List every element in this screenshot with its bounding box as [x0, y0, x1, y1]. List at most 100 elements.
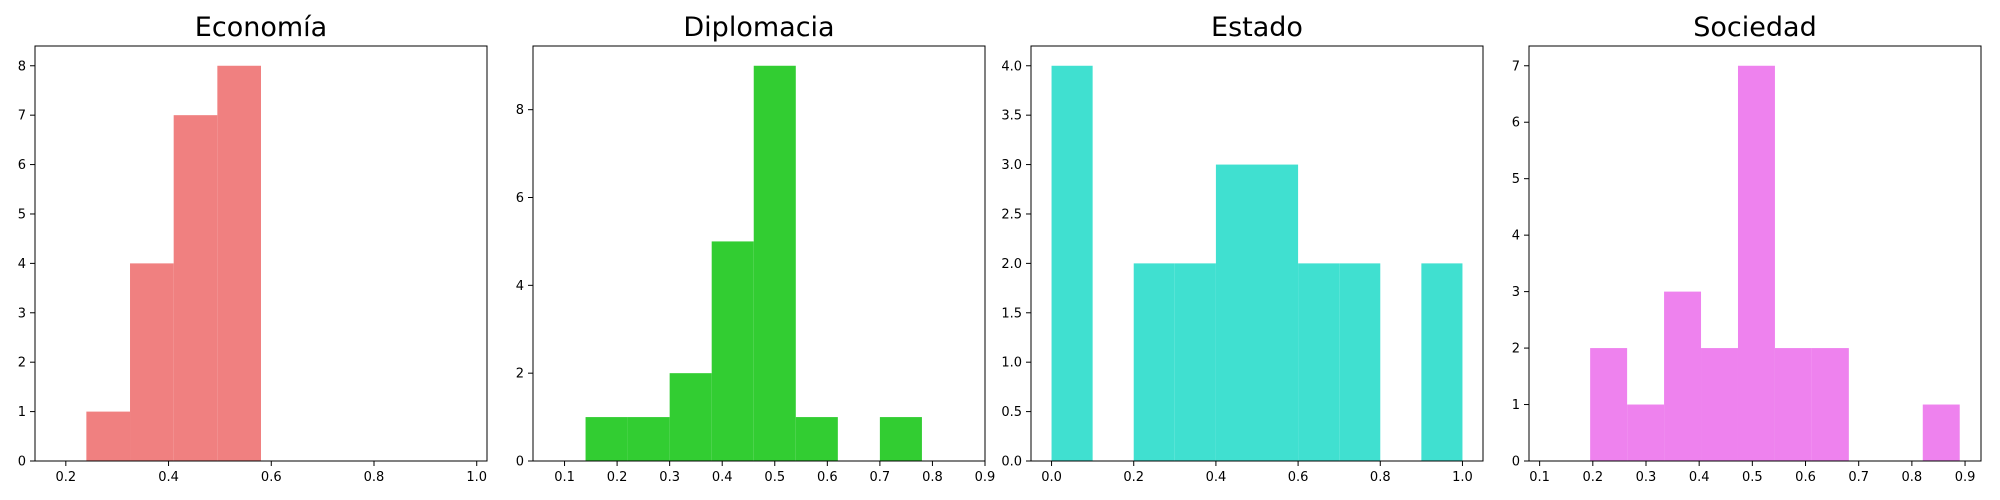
x-tick-label: 0.6: [817, 470, 838, 485]
y-tick-label: 3.0: [1001, 158, 1022, 173]
x-tick-label: 0.2: [1123, 470, 1144, 485]
histogram-bar: [711, 241, 754, 461]
x-tick-label: 0.8: [1902, 470, 1923, 485]
y-tick-label: 3: [1512, 285, 1520, 300]
y-tick-label: 4: [18, 257, 26, 272]
y-tick-label: 4.0: [1001, 59, 1022, 74]
x-tick-label: 0.3: [1636, 470, 1657, 485]
y-tick-label: 1.0: [1001, 356, 1022, 371]
y-tick-label: 2: [18, 356, 26, 371]
y-tick-label: 8: [18, 59, 26, 74]
histogram-bar: [1421, 263, 1463, 461]
x-tick-label: 0.6: [261, 470, 282, 485]
chart-panel-3: Estado 0.0 0.2 0.4 0.6 0.8 1.0 0.0 0.5 1.0 1.5 2.0 2…: [1001, 12, 1484, 485]
y-tick-label: 3.5: [1001, 109, 1022, 124]
histogram-bar: [1701, 348, 1738, 461]
x-tick-label: 0.4: [1206, 470, 1227, 485]
x-tick-label: 0.2: [607, 470, 628, 485]
histogram-bar: [879, 417, 922, 461]
x-tick-label: 0.5: [764, 470, 785, 485]
histogram-bar: [86, 411, 131, 461]
y-tick-label: 7: [1512, 59, 1520, 74]
chart-panel-4: Sociedad 0.1 0.2 0.3 0.4 0.5 0.6 0.7 0.8 0.9 0 1 2 3 4…: [1512, 12, 1982, 485]
histogram-bar: [1627, 404, 1665, 461]
chart-title: Estado: [1211, 12, 1303, 43]
y-tick-label: 0: [18, 455, 26, 470]
y-tick-label: 0.5: [1001, 405, 1022, 420]
x-tick-label: 0.6: [1795, 470, 1816, 485]
histogram-bar: [1298, 263, 1340, 461]
histogram-bar: [753, 65, 796, 461]
chart-panel-1: Economía 0.2 0.4 0.6 0.8 1.0 0 1 2 3 4 5 6 7 8: [18, 12, 488, 485]
x-tick-label: 0.5: [1742, 470, 1763, 485]
y-tick-label: 1: [18, 405, 26, 420]
histogram-bar: [1051, 65, 1093, 461]
y-tick-label: 0: [1512, 455, 1520, 470]
x-tick-label: 0.8: [922, 470, 943, 485]
y-tick-label: 6: [516, 191, 524, 206]
x-tick-label: 1.0: [1452, 470, 1473, 485]
x-tick-label: 0.0: [1041, 470, 1062, 485]
histogram-bar: [1590, 348, 1628, 461]
x-tick-label: 0.1: [554, 470, 575, 485]
histogram-bar: [1174, 263, 1216, 461]
x-tick-label: 0.3: [659, 470, 680, 485]
axes-frame: [1030, 45, 1484, 462]
x-tick-label: 0.9: [975, 470, 996, 485]
x-tick-label: 0.8: [1370, 470, 1391, 485]
axes-frame: [34, 45, 488, 462]
y-tick-label: 2.5: [1001, 207, 1022, 222]
y-tick-label: 2: [1512, 342, 1520, 357]
x-tick-label: 0.7: [1848, 470, 1869, 485]
y-tick-label: 6: [18, 158, 26, 173]
histogram-bar: [1215, 164, 1257, 462]
axes-frame: [1528, 45, 1982, 462]
x-tick-label: 0.1: [1529, 470, 1550, 485]
y-tick-label: 1: [1512, 398, 1520, 413]
y-tick-label: 6: [1512, 116, 1520, 131]
y-tick-label: 0.0: [1001, 455, 1022, 470]
histogram-bar: [795, 417, 838, 461]
y-tick-label: 2: [516, 367, 524, 382]
x-tick-label: 0.8: [364, 470, 385, 485]
histogram-bar: [217, 65, 261, 461]
x-tick-label: 0.2: [1582, 470, 1603, 485]
y-tick-label: 5: [1512, 172, 1520, 187]
y-tick-label: 4: [516, 279, 524, 294]
histogram-bar: [585, 417, 628, 461]
axes-frame: [532, 45, 986, 462]
y-tick-label: 8: [516, 103, 524, 118]
x-tick-label: 0.4: [712, 470, 733, 485]
y-tick-label: 2.0: [1001, 257, 1022, 272]
histogram-bar: [173, 115, 218, 462]
histogram-bar: [1339, 263, 1381, 461]
histogram-bar: [627, 417, 670, 461]
chart-title: Sociedad: [1693, 12, 1816, 43]
x-tick-label: 0.2: [55, 470, 76, 485]
histogram-bar: [1774, 348, 1812, 461]
histogram-bar: [669, 373, 712, 461]
x-tick-label: 0.4: [1689, 470, 1710, 485]
histogram-bar: [1922, 404, 1960, 461]
x-tick-label: 0.7: [870, 470, 891, 485]
histogram-bar: [1664, 291, 1702, 461]
y-tick-label: 0: [516, 455, 524, 470]
histogram-bar: [130, 263, 174, 461]
y-tick-label: 5: [18, 207, 26, 222]
histogram-bar: [1811, 348, 1849, 461]
chart-panel-2: Diplomacia 0.1 0.2 0.3 0.4 0.5 0.6 0.7 0.8 0.9 0 2 4…: [516, 12, 996, 485]
y-tick-label: 7: [18, 109, 26, 124]
x-tick-label: 0.9: [1955, 470, 1976, 485]
y-tick-label: 3: [18, 306, 26, 321]
histogram-bar: [1737, 65, 1775, 461]
x-tick-label: 0.4: [158, 470, 179, 485]
x-tick-label: 0.6: [1288, 470, 1309, 485]
chart-title: Economía: [195, 12, 327, 43]
histogram-bar: [1133, 263, 1175, 461]
y-tick-label: 1.5: [1001, 306, 1022, 321]
y-tick-label: 4: [1512, 229, 1520, 244]
x-tick-label: 1.0: [466, 470, 487, 485]
histogram-bar: [1257, 164, 1299, 462]
chart-title: Diplomacia: [683, 12, 834, 43]
